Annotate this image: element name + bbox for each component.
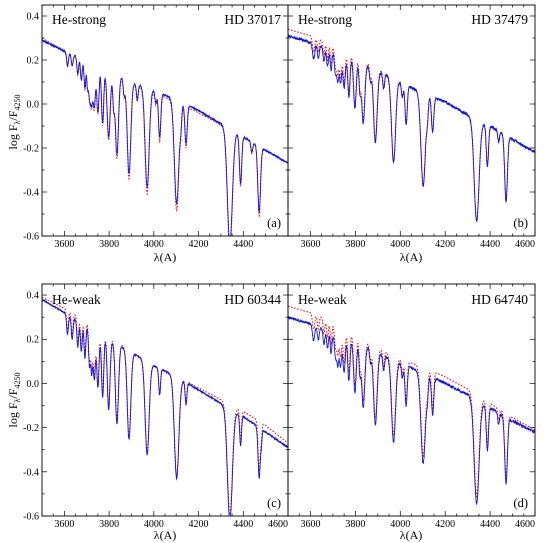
x-tick-label-d-4000: 4000 [390,519,410,530]
y-tick-label-c--0.2: -0.2 [23,423,39,434]
panel-d: 3600 3800 4000 4200 4400 4600 He-weak HD 6474… [287,283,536,530]
ylabel-mid-bottom: /F [6,388,20,398]
star-label-b: HD 37479 [471,12,528,27]
observed-spectrum-a [42,38,288,236]
x-tick-label-c-4200: 4200 [189,519,209,530]
ylabel-base-top: log F [6,124,20,149]
y-axis-label-bottom: log Fλ/F4250 [6,373,22,428]
x-axis-label-a: λ(A) [154,250,176,264]
x-tick-label-c-4000: 4000 [144,519,164,530]
observed-line-a [42,38,288,236]
ylabel-base-bottom: log F [6,402,20,427]
panel-tag-a: (a) [267,216,281,230]
panel-b: 3600 3800 4000 4200 4400 4600 He-strong HD 37… [287,4,536,250]
observed-spectrum-d [288,315,535,506]
x-axis-label-b: λ(A) [400,250,422,264]
y-tick-label-a-0.4: 0.4 [27,12,40,23]
ylabel-mid-top: /F [6,110,20,120]
x-tick-label-b-4400: 4400 [480,239,500,250]
star-label-a: HD 37017 [224,12,281,27]
frame-b [287,4,536,237]
ylabel-sub2-bottom: 4250 [13,373,22,389]
model-line-c [42,296,288,516]
group-label-a: He-strong [52,12,106,27]
panel-a: 3600 3800 4000 4200 4400 0.4 0.2 0.0 -0.2 -0.4 -0.… [23,4,289,250]
panel-c: 3600 3800 4000 4200 4400 4600 0.4 0.2 0.0 -0.2 -0.… [23,283,289,530]
y-tick-label-c-0.4: 0.4 [27,291,40,302]
star-label-d: HD 64740 [471,292,528,307]
x-tick-label-a-3600: 3600 [54,239,74,250]
panel-tag-d: (d) [513,496,528,510]
x-tick-label-b-3600: 3600 [300,239,320,250]
ylabel-sub1-top: λ [13,120,22,124]
y-tick-label-c-0.2: 0.2 [27,335,40,346]
observed-spectrum-b [288,34,535,223]
frame-a [41,4,289,237]
y-tick-label-a--0.6: -0.6 [23,232,39,243]
y-tick-label-c--0.4: -0.4 [23,467,39,478]
x-tick-label-b-4000: 4000 [390,239,410,250]
ticks-b: 3600 3800 4000 4200 4400 4600 [287,5,536,250]
group-label-d: He-weak [298,292,347,307]
ticks-a: 3600 3800 4000 4200 4400 0.4 0.2 0.0 -0.2 -0.4 -0.… [23,5,289,250]
x-tick-label-d-3800: 3800 [345,519,365,530]
y-tick-label-c-0: 0.0 [27,379,40,390]
model-spectrum-c [42,296,288,516]
x-tick-label-a-4200: 4200 [189,239,209,250]
x-tick-label-b-4600: 4600 [515,239,535,250]
panel-tag-b: (b) [513,216,528,230]
ylabel-sub2-top: 4250 [13,95,22,111]
x-tick-label-c-4400: 4400 [233,519,253,530]
x-tick-label-d-3600: 3600 [300,519,320,530]
y-tick-label-a-0.2: 0.2 [27,56,40,67]
x-tick-label-d-4200: 4200 [435,519,455,530]
frame-d [287,283,536,517]
y-tick-label-c--0.6: -0.6 [23,512,39,523]
panel-tag-c: (c) [267,496,281,510]
x-tick-label-a-4400: 4400 [233,239,253,250]
x-tick-label-a-4000: 4000 [144,239,164,250]
x-tick-label-d-4600: 4600 [515,519,535,530]
group-label-b: He-strong [298,12,352,27]
y-axis-label-top: log Fλ/F4250 [6,95,22,150]
frame-c [41,283,289,517]
x-tick-label-d-4400: 4400 [480,519,500,530]
observed-line-b [288,34,535,223]
ticks-c: 3600 3800 4000 4200 4400 4600 0.4 0.2 0.0 -0.2 -0.… [23,284,289,530]
x-tick-label-c-4600: 4600 [268,519,288,530]
x-tick-label-b-4200: 4200 [435,239,455,250]
x-tick-label-a-3800: 3800 [99,239,119,250]
model-spectrum-d [288,305,535,498]
observed-line-d [288,315,535,506]
x-axis-label-c: λ(A) [154,528,176,542]
observed-line-c [42,297,288,516]
x-tick-label-b-3800: 3800 [345,239,365,250]
x-axis-label-d: λ(A) [400,528,422,542]
ylabel-sub1-bottom: λ [13,398,22,402]
group-label-c: He-weak [52,292,101,307]
y-tick-label-a--0.2: -0.2 [23,144,39,155]
y-tick-label-a--0.4: -0.4 [23,188,39,199]
y-tick-label-a-0: 0.0 [27,100,40,111]
observed-spectrum-c [42,297,288,516]
x-tick-label-c-3800: 3800 [99,519,119,530]
star-label-c: HD 60344 [224,292,281,307]
x-tick-label-c-3600: 3600 [54,519,74,530]
ticks-d: 3600 3800 4000 4200 4400 4600 [287,284,536,530]
model-line-d [288,305,535,498]
